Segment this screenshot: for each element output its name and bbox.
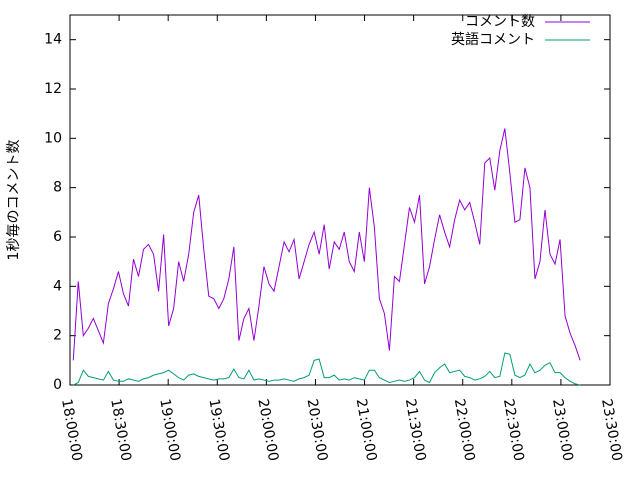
x-tick-label: 22:00:00 <box>451 398 478 463</box>
y-tick-label: 0 <box>53 377 62 393</box>
plot-frame <box>69 14 611 386</box>
x-tick-label: 21:30:00 <box>402 398 429 463</box>
series-line <box>73 352 581 386</box>
x-tick-label: 19:00:00 <box>156 398 183 463</box>
x-tick-label: 23:30:00 <box>598 398 625 463</box>
x-tick-label: 22:30:00 <box>500 398 527 463</box>
y-tick-label: 2 <box>53 328 62 344</box>
x-tick-label: 20:30:00 <box>304 398 331 463</box>
x-tick-label: 21:00:00 <box>353 398 380 463</box>
series-line <box>72 128 581 361</box>
y-tick-label: 8 <box>53 180 62 196</box>
y-tick-label: 4 <box>53 278 62 294</box>
legend-label: コメント数 <box>465 14 535 30</box>
x-tick-label: 18:00:00 <box>58 398 85 463</box>
y-axis-label: 1秒毎のコメント数 <box>6 140 22 261</box>
y-tick-label: 6 <box>53 229 62 245</box>
legend-label: 英語コメント <box>451 31 535 48</box>
x-tick-label: 18:30:00 <box>107 398 134 463</box>
x-tick-label: 23:00:00 <box>549 398 576 463</box>
x-tick-label: 20:00:00 <box>254 398 281 463</box>
y-tick-label: 14 <box>44 32 62 48</box>
y-tick-label: 10 <box>44 130 62 146</box>
x-tick-label: 19:30:00 <box>205 398 232 463</box>
y-tick-label: 12 <box>44 81 62 97</box>
